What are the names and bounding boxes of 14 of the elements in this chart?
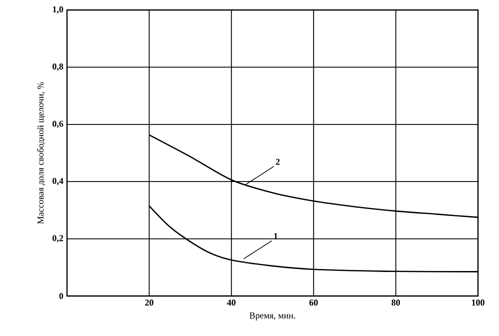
y-tick-label: 0,2 xyxy=(52,235,64,242)
x-tick-label: 20 xyxy=(145,300,154,306)
x-tick-label: 80 xyxy=(392,300,400,306)
y-tick-label: 0,6 xyxy=(52,120,64,128)
x-tick-label: 60 xyxy=(309,300,318,306)
x-axis-title: Время, мин. xyxy=(250,312,296,320)
y-tick-label: 0,4 xyxy=(52,178,64,186)
y-tick-label: 0 xyxy=(59,292,64,300)
y-tick-label: 0,8 xyxy=(52,63,64,71)
x-tick-label: 40 xyxy=(227,300,236,306)
x-tick-label: 100 xyxy=(472,300,484,306)
annotation: 2 xyxy=(276,158,280,165)
y-axis-title: Массовая доля свободной щелочи, % xyxy=(37,82,46,224)
y-tick-label: 1,0 xyxy=(52,6,64,14)
